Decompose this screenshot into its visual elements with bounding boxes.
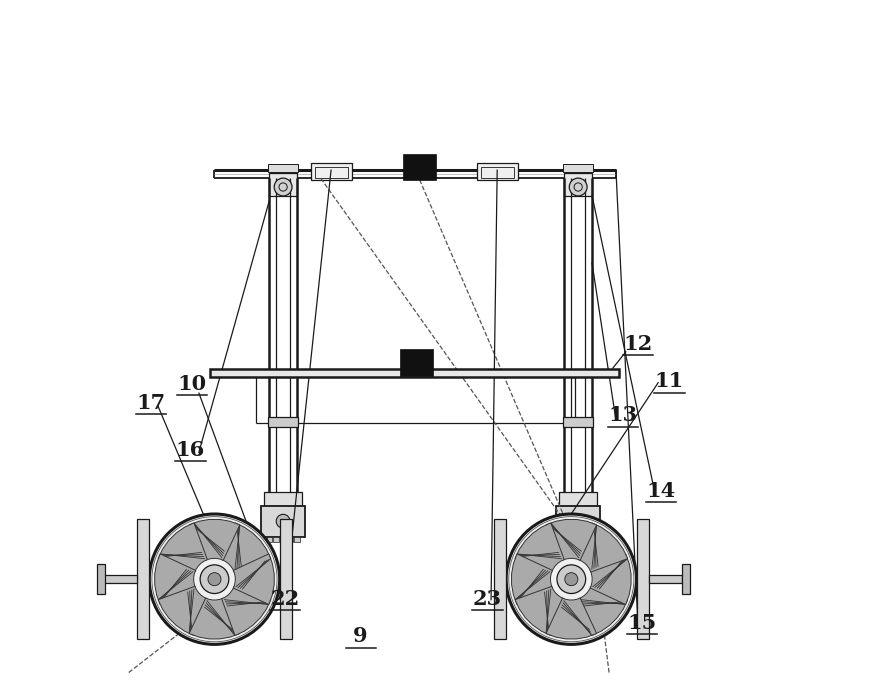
Bar xyxy=(104,575,136,584)
Text: 9: 9 xyxy=(354,626,368,646)
Bar xyxy=(400,349,433,376)
Bar xyxy=(477,163,518,181)
Bar xyxy=(294,537,299,542)
Bar xyxy=(682,564,690,595)
Text: 14: 14 xyxy=(647,481,676,501)
Bar xyxy=(280,537,286,542)
Bar xyxy=(582,537,588,542)
Circle shape xyxy=(571,515,585,528)
Bar xyxy=(280,520,292,639)
Circle shape xyxy=(150,514,280,644)
Polygon shape xyxy=(221,523,271,572)
Bar xyxy=(274,537,279,542)
Polygon shape xyxy=(189,520,240,560)
Text: 17: 17 xyxy=(136,393,165,413)
Polygon shape xyxy=(515,523,564,572)
Bar xyxy=(559,492,597,506)
Polygon shape xyxy=(158,523,207,572)
Bar xyxy=(403,154,436,180)
Bar xyxy=(564,173,592,196)
Bar xyxy=(480,167,514,178)
Text: 16: 16 xyxy=(176,440,205,460)
Polygon shape xyxy=(221,586,271,635)
Bar xyxy=(636,520,649,639)
Bar xyxy=(589,537,595,542)
Bar xyxy=(569,537,574,542)
Circle shape xyxy=(570,178,587,196)
Bar xyxy=(270,173,297,196)
Bar xyxy=(556,506,600,537)
Polygon shape xyxy=(512,554,552,604)
Bar xyxy=(311,163,352,181)
Polygon shape xyxy=(155,554,196,604)
Polygon shape xyxy=(189,598,240,639)
Polygon shape xyxy=(546,598,597,639)
Text: 10: 10 xyxy=(178,374,206,394)
Circle shape xyxy=(557,565,585,593)
Text: 15: 15 xyxy=(627,613,656,633)
Bar xyxy=(268,164,298,172)
Bar xyxy=(287,537,293,542)
Text: 23: 23 xyxy=(473,588,502,608)
Bar xyxy=(261,506,305,537)
Circle shape xyxy=(564,573,578,586)
Polygon shape xyxy=(158,586,207,635)
Polygon shape xyxy=(234,554,274,604)
Text: 11: 11 xyxy=(654,371,684,391)
Bar xyxy=(564,417,593,427)
Circle shape xyxy=(200,565,229,593)
Text: 13: 13 xyxy=(608,405,637,426)
Bar xyxy=(576,537,581,542)
Bar xyxy=(562,537,567,542)
Polygon shape xyxy=(546,520,597,560)
Bar xyxy=(315,167,347,178)
Polygon shape xyxy=(578,523,627,572)
Bar xyxy=(564,164,593,172)
Text: 22: 22 xyxy=(270,588,300,608)
Polygon shape xyxy=(578,586,627,635)
Circle shape xyxy=(274,178,292,196)
Polygon shape xyxy=(515,586,564,635)
Circle shape xyxy=(506,514,636,644)
Bar xyxy=(493,520,506,639)
Circle shape xyxy=(208,573,221,586)
Bar xyxy=(268,417,298,427)
Circle shape xyxy=(276,515,290,528)
Bar xyxy=(264,492,302,506)
Polygon shape xyxy=(591,554,631,604)
Bar xyxy=(136,520,150,639)
Bar xyxy=(97,564,105,595)
Bar xyxy=(649,575,682,584)
Text: 12: 12 xyxy=(623,334,653,354)
Bar xyxy=(210,369,620,378)
Bar xyxy=(267,537,272,542)
